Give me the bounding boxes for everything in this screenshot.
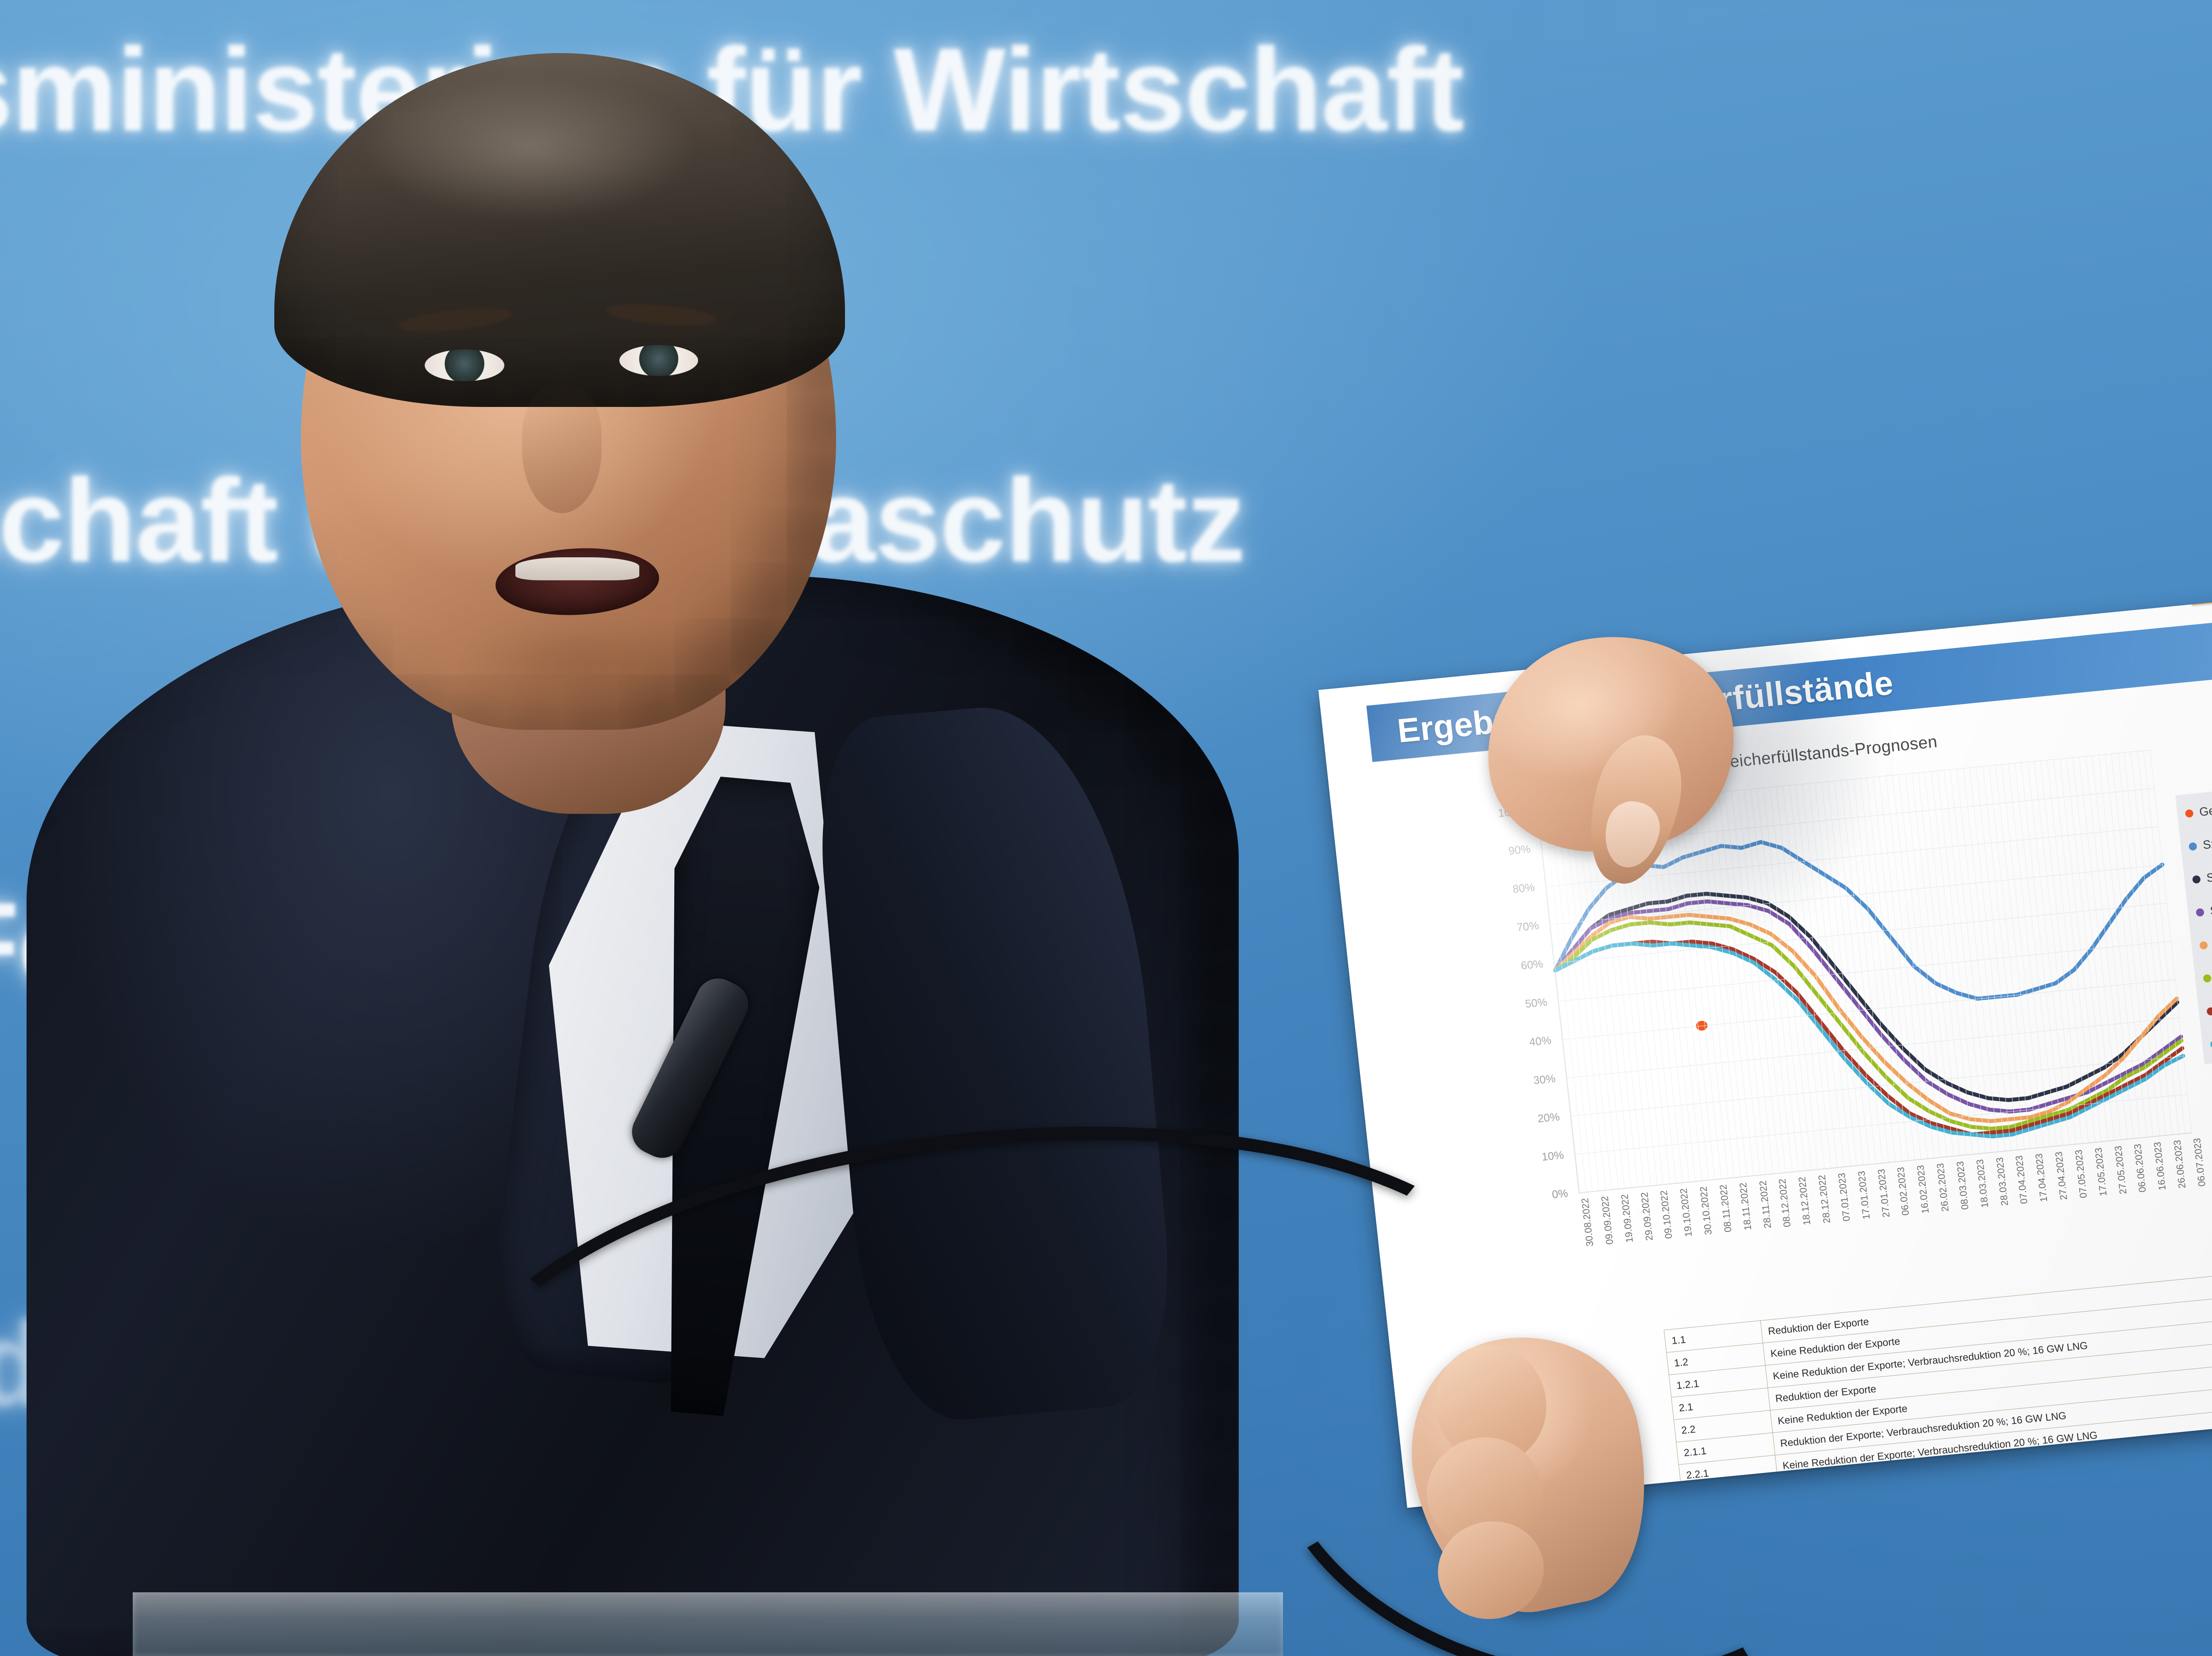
x-axis-tick-label: 16.02.2023 <box>1915 1165 1932 1214</box>
x-axis-tick-label: 08.11.2022 <box>1717 1184 1734 1233</box>
x-axis-tick-label: 29.09.2022 <box>1638 1192 1655 1242</box>
legend-color-dot <box>2188 842 2197 851</box>
legend-item[interactable]: Szenario 1.2 <box>2202 958 2212 985</box>
x-axis-tick-label: 07.05.2023 <box>2073 1149 2089 1199</box>
lectern <box>133 1592 1283 1656</box>
legend-color-dot <box>2203 974 2212 983</box>
hair-highlight <box>363 75 699 221</box>
legend-color-dot <box>2195 908 2204 917</box>
x-axis-tick-label: 18.03.2023 <box>1974 1158 1990 1208</box>
legend-color-dot <box>2185 809 2194 818</box>
legend-item[interactable]: Szenario 2.1.1 <box>2192 859 2212 886</box>
y-axis-tick-label: 40% <box>1528 1034 1552 1049</box>
x-axis-tick-label: 18.11.2022 <box>1737 1182 1754 1231</box>
x-axis-tick-label: 16.06.2023 <box>2151 1141 2168 1191</box>
legend-color-dot <box>2206 1007 2212 1016</box>
legend-item[interactable]: Szenario 2.2 <box>2210 1024 2212 1051</box>
x-axis-tick-label: 28.11.2022 <box>1757 1180 1773 1229</box>
legend-color-dot <box>2192 874 2201 884</box>
legend-label: Gesetzliche Ziele <box>2198 797 2212 819</box>
x-axis-tick-label: 09.10.2022 <box>1658 1189 1674 1239</box>
y-axis-tick-label: 60% <box>1520 957 1544 972</box>
x-axis-tick-label: 30.10.2022 <box>1697 1186 1714 1236</box>
y-axis-tick-label: 80% <box>1512 881 1536 896</box>
teeth <box>515 557 639 580</box>
y-axis-tick-label: 70% <box>1516 919 1540 934</box>
legend-color-dot <box>2199 941 2208 950</box>
x-axis-tick-label: 17.04.2023 <box>2033 1153 2050 1203</box>
x-axis-tick-label: 27.05.2023 <box>2112 1145 2129 1195</box>
x-axis-tick-label: 27.04.2023 <box>2053 1151 2070 1201</box>
x-axis-tick-label: 06.06.2023 <box>2132 1143 2148 1193</box>
chart-legend: Gesetzliche Ziele Szenario 1.1 Szenario 2.… <box>2175 780 2212 1065</box>
x-axis-tick-label: 08.12.2022 <box>1776 1178 1793 1228</box>
legend-label: Szenario 2.1.1 <box>2206 864 2212 885</box>
x-axis-tick-label: 27.01.2023 <box>1875 1168 1892 1218</box>
legend-item[interactable]: Szenario 2.1 <box>2195 893 2212 920</box>
presentation-slide-sheet[interactable]: Ergebnisse Speicherfüllstände Speicherfü… <box>1318 585 2212 1508</box>
legend-color-dot <box>2210 1039 2212 1049</box>
x-axis-tick-label: 26.06.2023 <box>2171 1139 2188 1189</box>
x-axis-tick-label: 18.12.2022 <box>1796 1176 1813 1226</box>
x-axis-tick-label: 26.02.2023 <box>1934 1162 1951 1212</box>
legend-item[interactable]: Szenario 1.2.1 <box>2199 925 2212 952</box>
y-axis-tick-label: 10% <box>1541 1149 1565 1164</box>
x-axis-tick-label: 17.01.2023 <box>1855 1170 1872 1220</box>
x-axis-tick-label: 28.12.2022 <box>1816 1174 1832 1224</box>
y-axis-tick-label: 0% <box>1551 1187 1569 1201</box>
x-axis-tick-label: 28.03.2023 <box>1993 1157 2010 1207</box>
eye-left <box>425 349 504 381</box>
legend-item[interactable]: Gesetzliche Ziele <box>2185 794 2212 820</box>
legend-item[interactable]: Szenario 1.1 <box>2188 826 2212 853</box>
x-axis-tick-label: 09.09.2022 <box>1599 1196 1616 1245</box>
x-axis-tick-label: 19.09.2022 <box>1618 1193 1635 1243</box>
y-axis-tick-label: 50% <box>1524 996 1548 1011</box>
x-axis-tick-label: 19.10.2022 <box>1678 1188 1694 1238</box>
legend-label: Szenario 1.1 <box>2202 832 2212 852</box>
chin-shadow <box>465 619 695 708</box>
x-axis-tick-label: 07.01.2023 <box>1836 1172 1852 1222</box>
y-axis-tick-label: 20% <box>1537 1110 1560 1125</box>
legend-label: Szenario 2.1 <box>2209 898 2212 918</box>
chart-title: Speicherfüllstands-Prognosen <box>1708 732 1939 774</box>
y-axis-tick-label: 30% <box>1532 1072 1556 1087</box>
eye-right <box>619 345 698 376</box>
y-axis-tick-label: 90% <box>1508 843 1532 858</box>
x-axis-tick-label: 07.04.2023 <box>2013 1155 2030 1205</box>
x-axis-tick-label: 08.03.2023 <box>1954 1161 1971 1211</box>
x-axis-tick-label: 30.08.2022 <box>1579 1197 1596 1247</box>
legend-item[interactable]: Szenario 2.2.1 <box>2206 991 2212 1018</box>
x-axis-tick-label: 06.07.2023 <box>2191 1137 2208 1187</box>
nose <box>522 385 602 513</box>
x-axis-tick-label: 06.02.2023 <box>1895 1166 1912 1216</box>
x-axis-tick-label: 17.05.2023 <box>2092 1147 2109 1197</box>
